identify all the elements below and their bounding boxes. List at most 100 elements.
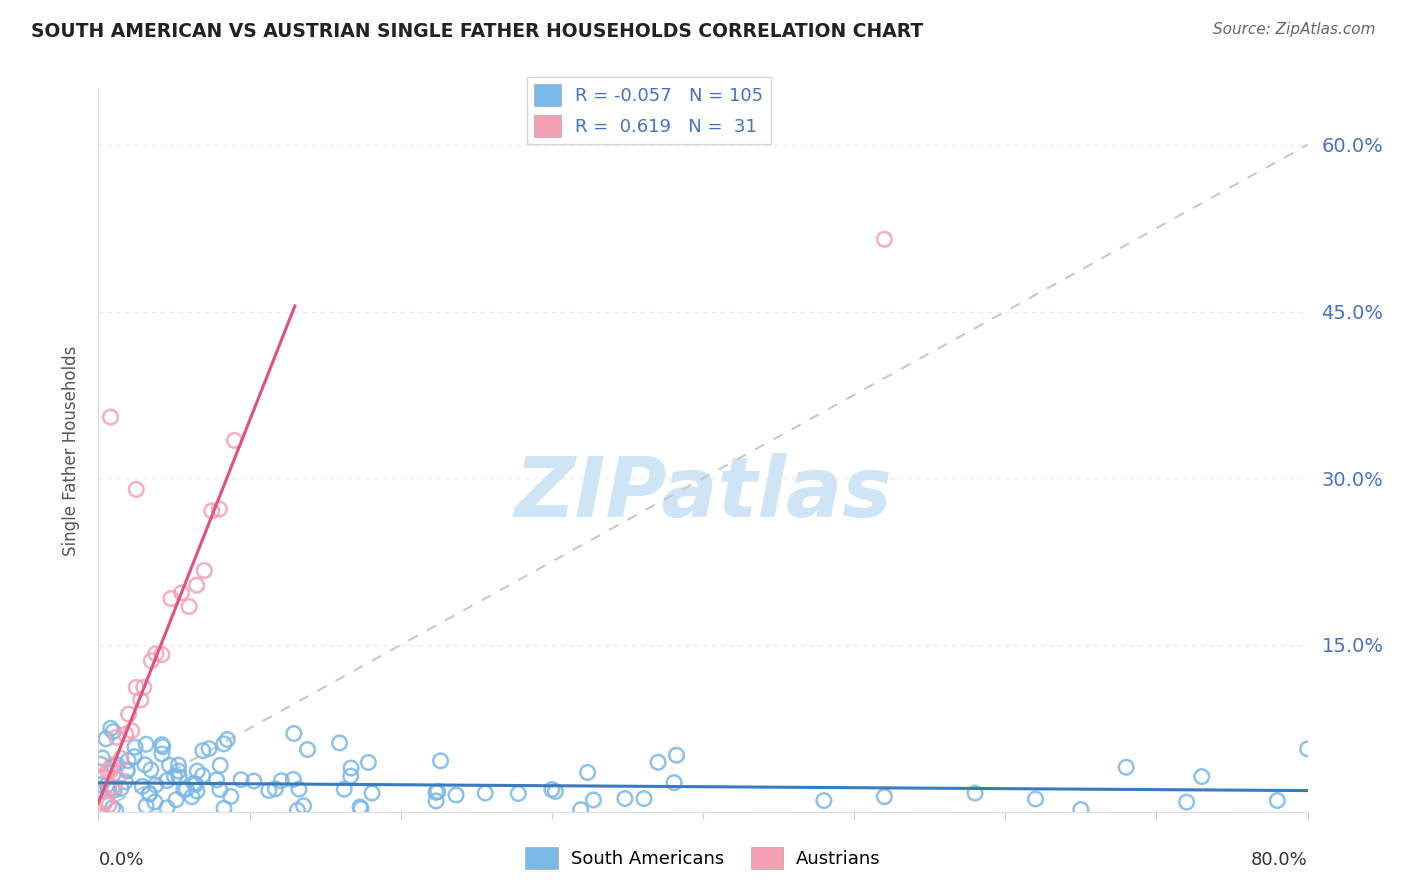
- Point: [350, 802, 373, 816]
- Point: [1267, 793, 1289, 807]
- Point: [143, 795, 166, 809]
- Point: [873, 232, 896, 246]
- Point: [97, 781, 120, 796]
- Point: [540, 782, 562, 797]
- Point: [647, 756, 669, 770]
- Point: [131, 780, 153, 794]
- Point: [184, 777, 207, 791]
- Point: [105, 730, 128, 744]
- Point: [121, 723, 143, 738]
- Point: [1115, 760, 1137, 774]
- Point: [633, 791, 655, 805]
- Point: [186, 764, 208, 778]
- Point: [129, 693, 152, 707]
- Point: [152, 739, 174, 754]
- Point: [665, 748, 688, 763]
- Point: [283, 772, 305, 787]
- Point: [145, 647, 167, 661]
- Point: [115, 763, 138, 777]
- Point: [138, 787, 160, 801]
- Point: [201, 504, 224, 518]
- Text: 80.0%: 80.0%: [1251, 852, 1308, 870]
- Point: [212, 737, 235, 751]
- Point: [208, 502, 231, 516]
- Point: [96, 778, 118, 792]
- Text: 0.0%: 0.0%: [98, 852, 143, 870]
- Point: [339, 769, 361, 783]
- Point: [165, 793, 187, 807]
- Point: [98, 797, 121, 812]
- Legend: South Americans, Austrians: South Americans, Austrians: [519, 839, 887, 876]
- Point: [333, 782, 356, 797]
- Point: [150, 648, 173, 662]
- Point: [191, 744, 214, 758]
- Point: [145, 778, 167, 792]
- Text: SOUTH AMERICAN VS AUSTRIAN SINGLE FATHER HOUSEHOLDS CORRELATION CHART: SOUTH AMERICAN VS AUSTRIAN SINGLE FATHER…: [31, 22, 924, 41]
- Point: [156, 801, 179, 815]
- Point: [209, 758, 232, 772]
- Point: [103, 724, 125, 739]
- Point: [89, 778, 111, 792]
- Point: [101, 758, 124, 772]
- Point: [173, 782, 195, 797]
- Point: [191, 768, 214, 782]
- Point: [117, 754, 139, 768]
- Point: [205, 772, 228, 787]
- Point: [198, 741, 221, 756]
- Point: [426, 784, 449, 798]
- Point: [125, 681, 148, 695]
- Point: [170, 586, 193, 600]
- Point: [118, 707, 141, 722]
- Point: [115, 764, 138, 778]
- Point: [122, 749, 145, 764]
- Point: [965, 786, 987, 800]
- Point: [90, 770, 112, 784]
- Point: [114, 774, 136, 789]
- Point: [150, 738, 173, 752]
- Point: [100, 722, 122, 736]
- Point: [100, 764, 122, 778]
- Point: [474, 786, 496, 800]
- Point: [103, 759, 125, 773]
- Point: [167, 764, 190, 778]
- Point: [183, 776, 205, 790]
- Point: [270, 773, 292, 788]
- Point: [156, 773, 179, 788]
- Point: [297, 742, 319, 756]
- Point: [340, 761, 363, 775]
- Point: [1070, 803, 1092, 817]
- Point: [96, 764, 118, 778]
- Point: [349, 800, 371, 814]
- Point: [576, 765, 599, 780]
- Point: [132, 681, 155, 695]
- Point: [1191, 770, 1213, 784]
- Point: [138, 787, 160, 801]
- Point: [114, 727, 136, 741]
- Point: [508, 787, 530, 801]
- Point: [1296, 742, 1319, 756]
- Text: Source: ZipAtlas.com: Source: ZipAtlas.com: [1212, 22, 1375, 37]
- Point: [94, 793, 117, 807]
- Point: [287, 803, 309, 817]
- Point: [224, 434, 246, 448]
- Point: [243, 774, 266, 789]
- Point: [1024, 792, 1046, 806]
- Point: [569, 803, 592, 817]
- Point: [193, 564, 215, 578]
- Point: [104, 804, 127, 818]
- Point: [283, 726, 305, 740]
- Point: [425, 794, 447, 808]
- Point: [257, 783, 280, 797]
- Point: [444, 788, 467, 802]
- Point: [107, 772, 129, 786]
- Point: [124, 740, 146, 755]
- Point: [179, 599, 201, 614]
- Point: [264, 781, 287, 796]
- Point: [105, 757, 128, 772]
- Point: [167, 758, 190, 772]
- Point: [141, 654, 163, 668]
- Point: [208, 782, 231, 797]
- Point: [125, 483, 148, 497]
- Point: [135, 737, 157, 751]
- Point: [91, 751, 114, 765]
